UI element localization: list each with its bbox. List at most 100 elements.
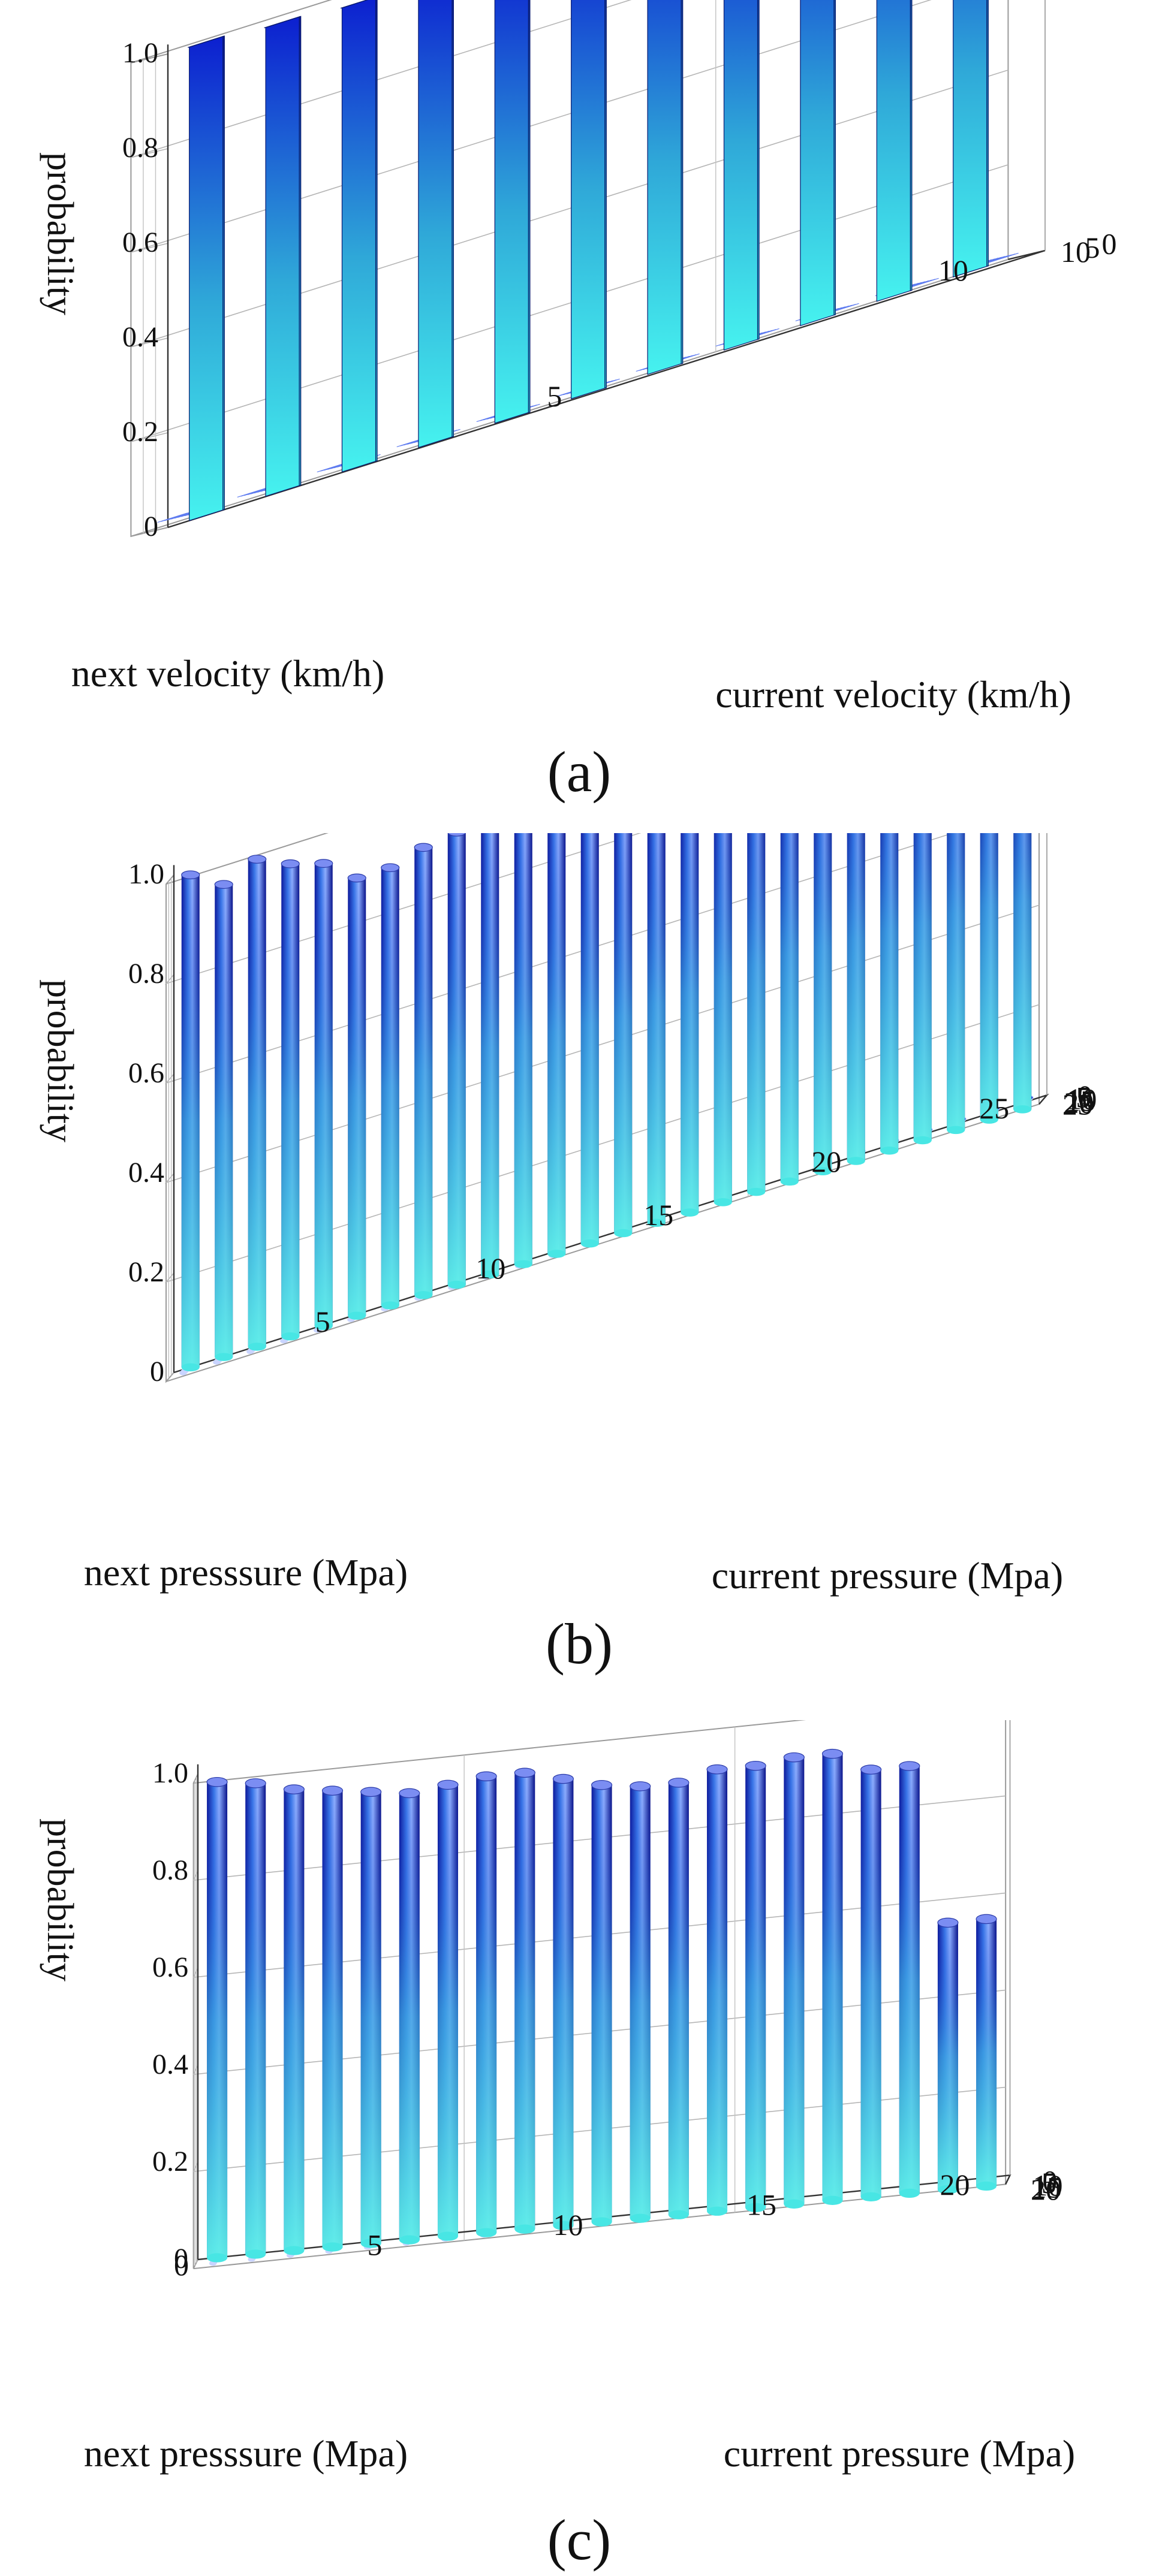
- cylinder-base: [437, 2231, 458, 2241]
- diagonal-bar: [475, 1771, 497, 2237]
- cylinder-base: [913, 1136, 932, 1145]
- cylinder-top: [245, 1778, 266, 1788]
- x-tick-label: 15: [1065, 1084, 1095, 1118]
- x-tick-label: 5: [1041, 2166, 1056, 2200]
- z-tick-label: 0.2: [152, 2146, 188, 2177]
- diagonal-bar: [245, 1778, 266, 2259]
- cylinder-base: [822, 2195, 843, 2205]
- cylinder-shade: [745, 1766, 766, 2208]
- cylinder-shade: [714, 833, 732, 1202]
- diagonal-bar: [447, 833, 466, 1289]
- z-tick-label: 0: [174, 2243, 188, 2275]
- cylinder-top: [437, 1779, 459, 1790]
- cylinder-shade: [668, 1782, 689, 2215]
- cylinder-base: [647, 1218, 666, 1227]
- cylinder-base: [630, 2213, 651, 2223]
- cylinder-base: [937, 2185, 958, 2195]
- cylinder-base: [947, 1126, 965, 1135]
- cylinder-shade: [553, 1778, 574, 2226]
- cylinder-base: [591, 2217, 612, 2227]
- wall-left-edge: [165, 873, 174, 1383]
- cylinder-shade: [880, 833, 899, 1151]
- cylinder-base: [514, 1260, 532, 1268]
- cylinder-base: [514, 2224, 535, 2234]
- z-tick-label: 0.4: [122, 321, 158, 353]
- diagonal-bar: [248, 855, 267, 1351]
- wall-back-edge: [131, 0, 1009, 537]
- cylinder-base: [860, 2192, 881, 2201]
- cylinder-shade: [980, 833, 998, 1120]
- diagonal-bar: [414, 843, 433, 1299]
- cylinder-base: [248, 1343, 266, 1351]
- diagonal-bar: [514, 833, 532, 1268]
- wall-back-edge: [165, 833, 1040, 1383]
- cylinder-top: [591, 1779, 613, 1790]
- cylinder-top: [475, 1771, 497, 1781]
- x-tick-label: 10: [1033, 2168, 1063, 2202]
- cylinder-shade: [899, 1766, 920, 2194]
- cylinder-shade: [181, 874, 200, 1368]
- z-tick-label: 0.6: [122, 227, 158, 258]
- cylinder-base: [245, 2249, 266, 2259]
- cylinder-base: [314, 1322, 333, 1331]
- cylinder-base: [547, 1250, 566, 1258]
- cylinder-shade: [860, 1769, 881, 2197]
- diagonal-bar: [321, 1785, 344, 2252]
- wall-back-edge: [193, 1720, 1007, 2270]
- diagonal-bar: [980, 833, 998, 1124]
- diagonal-bar: [847, 833, 865, 1165]
- diagonal-bar: [976, 1914, 997, 2191]
- diagonal-bar: [783, 1752, 805, 2209]
- cylinder-base: [747, 1187, 766, 1196]
- z-tick-labels: 1.0 0.8 0.6 0.4 0.2 0: [122, 37, 158, 542]
- cylinder-top: [281, 859, 300, 868]
- cylinder-shade: [399, 1793, 420, 2240]
- bar-side-face: [528, 0, 531, 413]
- cylinder-top: [447, 833, 466, 837]
- cylinder-top: [514, 1767, 535, 1778]
- cylinder-base: [476, 2228, 497, 2237]
- cylinder-base: [714, 1198, 732, 1206]
- chart-panel-c: 1.0 0.8 0.6 0.4 0.2 0 probability 0 5 10 15 20 0 5 10 1…: [0, 1720, 1159, 2576]
- z-tick-label: 0.2: [128, 1256, 164, 1288]
- cylinder-shade: [514, 1772, 535, 2230]
- y-tick-label: 15: [643, 1198, 673, 1232]
- cylinder-base: [980, 1115, 998, 1124]
- cylinder-shade: [248, 859, 266, 1347]
- diagonal-bar: [880, 833, 899, 1155]
- z-tick-label: 0: [144, 511, 158, 542]
- bar-side-face: [375, 0, 378, 462]
- bar-side-face: [604, 0, 607, 389]
- bar-front-face: [647, 0, 684, 375]
- y-tick-label: 25: [979, 1091, 1009, 1125]
- diagonal-bar: [947, 833, 965, 1135]
- x-tick-label: 10: [1061, 235, 1091, 269]
- z-tick-label: 1.0: [122, 37, 158, 69]
- diagonal-bar: [821, 1748, 844, 2205]
- diagonal-bar: [514, 1767, 535, 2234]
- cylinder-base: [553, 2221, 574, 2230]
- diagonal-bar: [347, 873, 366, 1320]
- diagonal-bar: [745, 1760, 766, 2212]
- diagonal-bar: [681, 833, 699, 1217]
- bar-front-face: [494, 0, 531, 424]
- bar-side-face: [910, 0, 913, 291]
- z-tick-label: 0.2: [122, 416, 158, 448]
- cylinder-base: [1013, 1105, 1032, 1114]
- cylinder-shade: [784, 1757, 805, 2204]
- bar-side-face: [833, 0, 836, 316]
- cylinder-top: [214, 880, 233, 889]
- y-tick-label: 15: [746, 2188, 776, 2222]
- bar-side-face: [451, 0, 454, 438]
- cylinder-base: [399, 2235, 420, 2245]
- cylinder-shade: [447, 833, 466, 1285]
- cylinder-shade: [913, 833, 932, 1141]
- diagonal-bar: [399, 1788, 420, 2245]
- z-tick-labels: 1.0 0.8 0.6 0.4 0.2 0: [128, 858, 164, 1387]
- bar-front-face: [265, 16, 302, 497]
- y-tick-labels: 0 5 10 15 20: [174, 2168, 970, 2282]
- x-axis-title: current velocity (km/h): [715, 673, 1071, 716]
- x-axis-title: current pressure (Mpa): [712, 1554, 1063, 1597]
